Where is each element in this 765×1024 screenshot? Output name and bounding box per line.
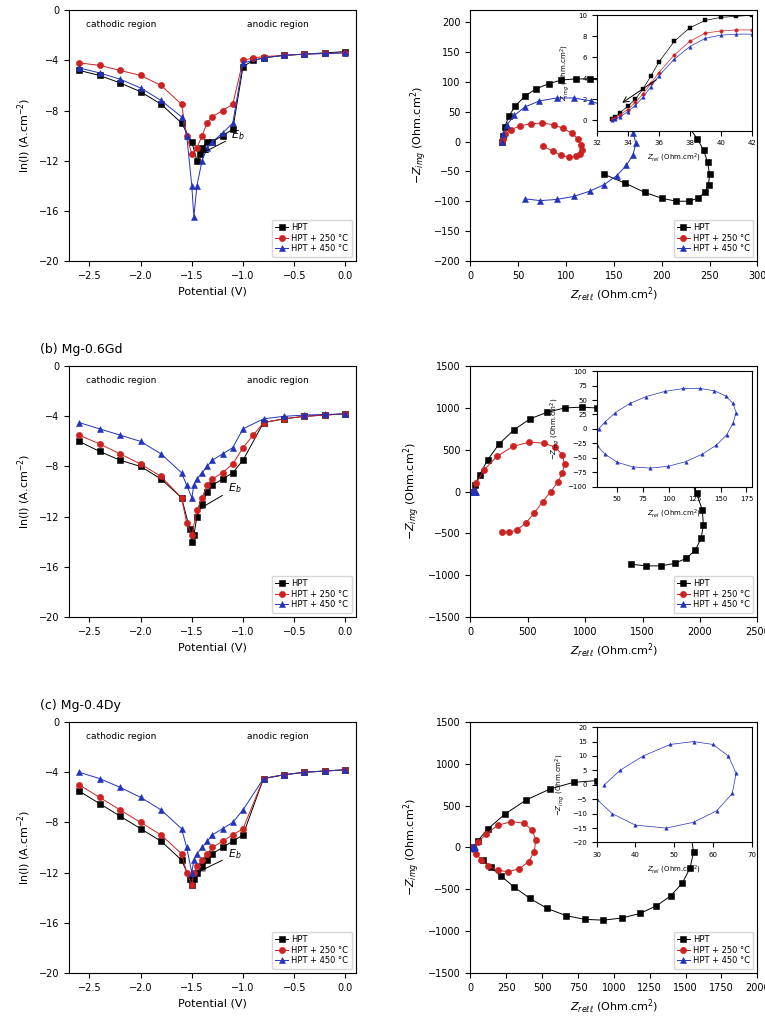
Y-axis label: ln(I) (A.cm$^{-2}$): ln(I) (A.cm$^{-2}$) xyxy=(15,98,33,173)
Text: cathodic region: cathodic region xyxy=(86,20,156,30)
Legend: HPT, HPT + 250 °C, HPT + 450 °C: HPT, HPT + 250 °C, HPT + 450 °C xyxy=(674,932,754,969)
Text: anodic region: anodic region xyxy=(246,20,308,30)
Text: $E_b$: $E_b$ xyxy=(200,848,241,871)
Y-axis label: ln(I) (A.cm$^{-2}$): ln(I) (A.cm$^{-2}$) xyxy=(15,810,33,885)
Text: (b) Mg-0.6Gd: (b) Mg-0.6Gd xyxy=(40,343,122,356)
X-axis label: $Z_{re\ell\ell}$ (Ohm.cm$^2$): $Z_{re\ell\ell}$ (Ohm.cm$^2$) xyxy=(570,998,658,1016)
Text: (c) Mg-0.4Dy: (c) Mg-0.4Dy xyxy=(40,699,121,712)
Y-axis label: $-Z_{img}$ (Ohm.cm$^2$): $-Z_{img}$ (Ohm.cm$^2$) xyxy=(402,442,422,541)
X-axis label: Potential (V): Potential (V) xyxy=(177,998,247,1008)
Text: $E_b$: $E_b$ xyxy=(203,128,244,153)
Legend: HPT, HPT + 250 °C, HPT + 450 °C: HPT, HPT + 250 °C, HPT + 450 °C xyxy=(272,932,352,969)
Text: anodic region: anodic region xyxy=(246,732,308,741)
Legend: HPT, HPT + 250 °C, HPT + 450 °C: HPT, HPT + 250 °C, HPT + 450 °C xyxy=(674,575,754,612)
Text: anodic region: anodic region xyxy=(246,376,308,385)
Y-axis label: ln(I) (A.cm$^{-2}$): ln(I) (A.cm$^{-2}$) xyxy=(15,454,33,529)
Y-axis label: $-Z_{img}$ (Ohm.cm$^2$): $-Z_{img}$ (Ohm.cm$^2$) xyxy=(408,87,428,184)
Legend: HPT, HPT + 250 °C, HPT + 450 °C: HPT, HPT + 250 °C, HPT + 450 °C xyxy=(674,220,754,257)
Legend: HPT, HPT + 250 °C, HPT + 450 °C: HPT, HPT + 250 °C, HPT + 450 °C xyxy=(272,220,352,257)
X-axis label: $Z_{re\ell\ell}$ (Ohm.cm$^2$): $Z_{re\ell\ell}$ (Ohm.cm$^2$) xyxy=(570,286,658,304)
Legend: HPT, HPT + 250 °C, HPT + 450 °C: HPT, HPT + 250 °C, HPT + 450 °C xyxy=(272,575,352,612)
X-axis label: $Z_{re\ell\ell}$ (Ohm.cm$^2$): $Z_{re\ell\ell}$ (Ohm.cm$^2$) xyxy=(570,642,658,660)
Text: $E_b$: $E_b$ xyxy=(200,481,241,508)
Text: cathodic region: cathodic region xyxy=(86,376,156,385)
X-axis label: Potential (V): Potential (V) xyxy=(177,642,247,652)
Text: cathodic region: cathodic region xyxy=(86,732,156,741)
Y-axis label: $-Z_{img}$ (Ohm.cm$^2$): $-Z_{img}$ (Ohm.cm$^2$) xyxy=(402,799,422,896)
X-axis label: Potential (V): Potential (V) xyxy=(177,286,247,296)
